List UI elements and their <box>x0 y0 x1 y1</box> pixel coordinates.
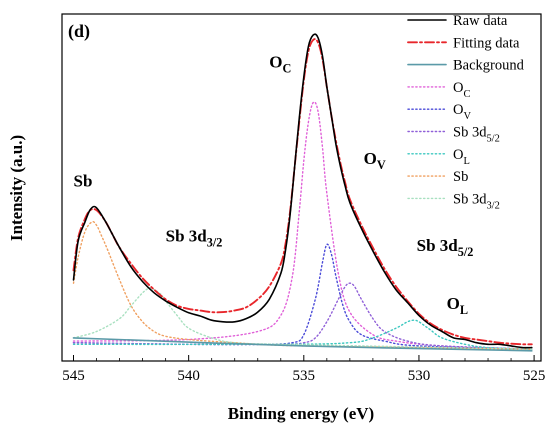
series-o-l <box>72 319 533 350</box>
peak-label-o-c: OC <box>269 52 291 75</box>
peak-label-sb-3d-5-2: Sb 3d5/2 <box>417 236 474 259</box>
peak-label-o-v: OV <box>364 149 386 172</box>
legend-label: Background <box>453 58 525 74</box>
legend-entry-raw-data: Raw data <box>407 13 508 29</box>
series-background <box>72 337 533 352</box>
legend-label: Sb 3d3/2 <box>453 191 500 211</box>
legend-label: OV <box>453 102 471 122</box>
x-axis: 545 540 535 530 525 <box>62 355 545 384</box>
legend-entry-fitting-data: Fitting data <box>407 35 520 51</box>
legend-label: Fitting data <box>453 35 520 51</box>
peak-label-sb-3d-3-2: Sb 3d3/2 <box>166 226 223 249</box>
panel-label: (d) <box>68 21 90 42</box>
legend-entry-sb-3d-3-2: Sb 3d3/2 <box>407 191 500 211</box>
x-tick-label: 540 <box>177 368 200 384</box>
legend-entry-o-c: OC <box>407 80 470 100</box>
x-tick-label: 530 <box>408 368 431 384</box>
x-tick-label: 545 <box>62 368 85 384</box>
plot-frame <box>61 13 542 362</box>
legend-entry-o-v: OV <box>407 102 471 122</box>
legend-label: Raw data <box>453 13 508 29</box>
series-sb <box>72 221 533 350</box>
x-tick-label: 525 <box>523 368 546 384</box>
peak-label-o-l: OL <box>447 294 468 317</box>
series-layer <box>72 33 533 352</box>
x-axis-title: Binding energy (eV) <box>228 404 374 423</box>
legend-entry-sb: Sb <box>407 169 468 185</box>
legend-label: OL <box>453 147 470 167</box>
x-tick-label: 535 <box>293 368 316 384</box>
legend-label: Sb 3d5/2 <box>453 125 500 145</box>
series-raw-data <box>72 33 533 349</box>
y-axis-title: Intensity (a.u.) <box>7 135 26 241</box>
legend-label: OC <box>453 80 470 100</box>
legend-entry-o-l: OL <box>407 147 470 167</box>
series-sb-3d-3-2 <box>72 287 533 350</box>
legend-entry-sb-3d-5-2: Sb 3d5/2 <box>407 125 500 145</box>
legend-label: Sb <box>453 169 468 185</box>
peak-label-sb: Sb <box>74 172 93 191</box>
series-o-v <box>72 243 533 350</box>
legend-entry-background: Background <box>407 58 525 74</box>
